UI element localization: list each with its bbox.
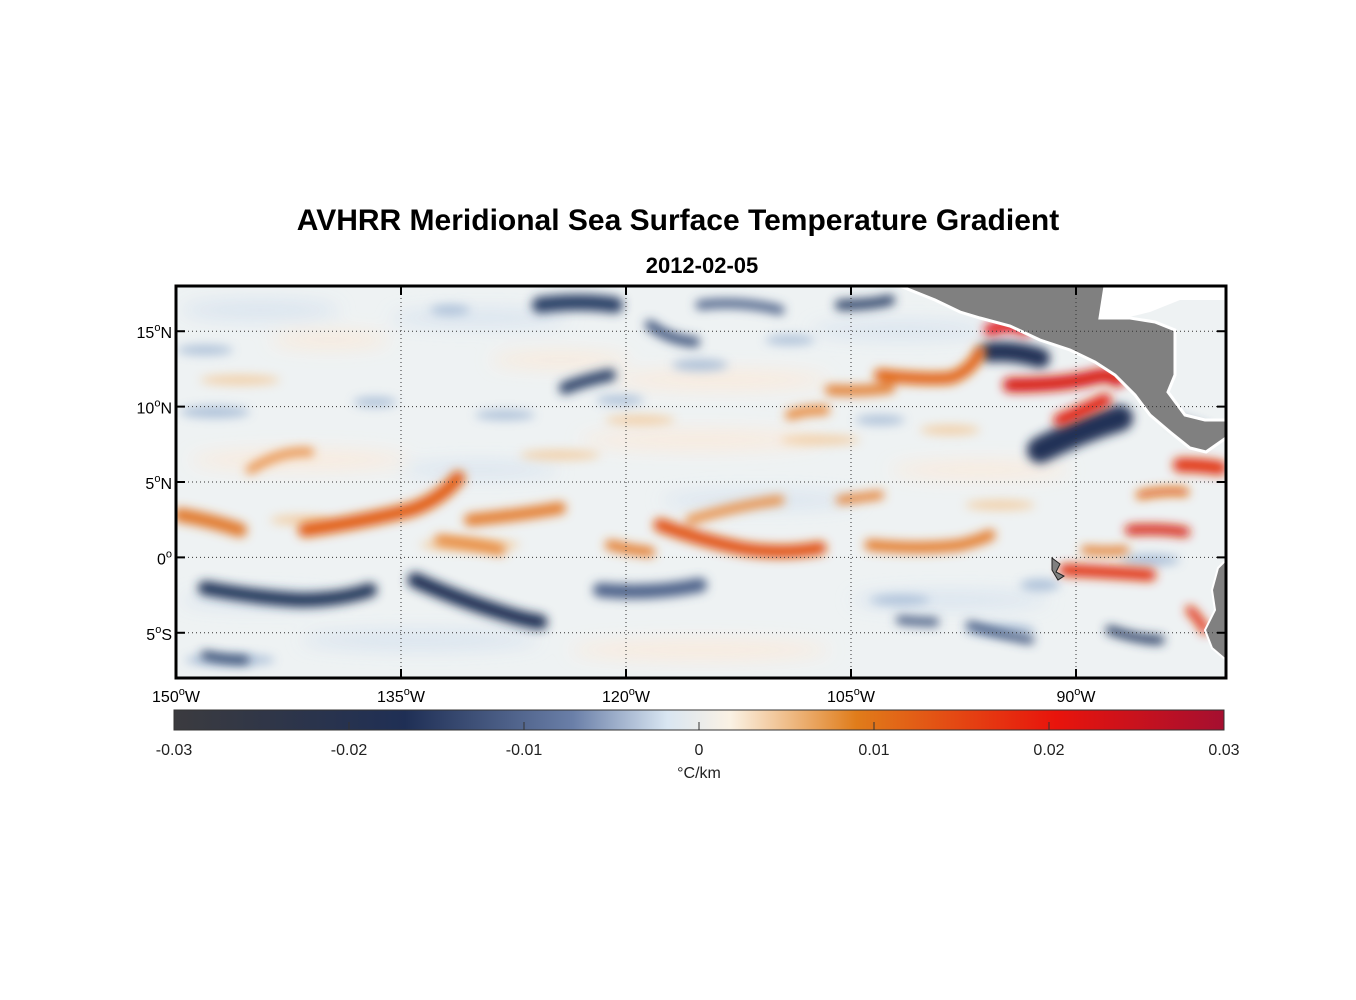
lat-tick-label: 10oN	[137, 398, 172, 418]
colorbar-tick-label: 0.01	[858, 742, 889, 759]
lon-tick-label: 150oW	[152, 686, 201, 706]
colorbar-tick-label: -0.01	[506, 742, 543, 759]
map-subtitle: 2012-02-05	[645, 253, 759, 278]
lon-tick-label: 90oW	[1056, 686, 1096, 706]
lon-tick-label: 135oW	[377, 686, 426, 706]
land	[899, 286, 1226, 662]
lat-tick-label: 0o	[157, 548, 172, 568]
colorbar-unit-label: °C/km	[677, 765, 721, 782]
negative-gradient-bands	[198, 294, 1209, 664]
colorbar-tick-label: -0.02	[331, 742, 368, 759]
map-axis-ticks: 150oW 135oW 120oW 105oW 90oW 15oN 10oN 5oN 0o 5oS	[137, 286, 1226, 706]
lat-tick-label: 15oN	[137, 322, 172, 342]
map-title: AVHRR Meridional Sea Surface Temperature…	[296, 204, 1060, 237]
lon-tick-label: 120oW	[602, 686, 651, 706]
colorbar-tick-label: -0.03	[156, 742, 193, 759]
lat-tick-label: 5oS	[146, 624, 172, 644]
colorbar-tick-label: 0.03	[1208, 742, 1239, 759]
positive-gradient-bands	[176, 320, 1226, 635]
colorbar-tick-label: 0	[695, 742, 704, 759]
lon-tick-label: 105oW	[827, 686, 876, 706]
lat-tick-label: 5oN	[145, 473, 172, 493]
colorbar-ticks: -0.03 -0.02 -0.01 0 0.01 0.02 0.03	[156, 722, 1240, 759]
sst-gradient-field	[176, 286, 1226, 678]
colorbar-tick-label: 0.02	[1033, 742, 1064, 759]
map-gridlines	[176, 286, 1226, 678]
